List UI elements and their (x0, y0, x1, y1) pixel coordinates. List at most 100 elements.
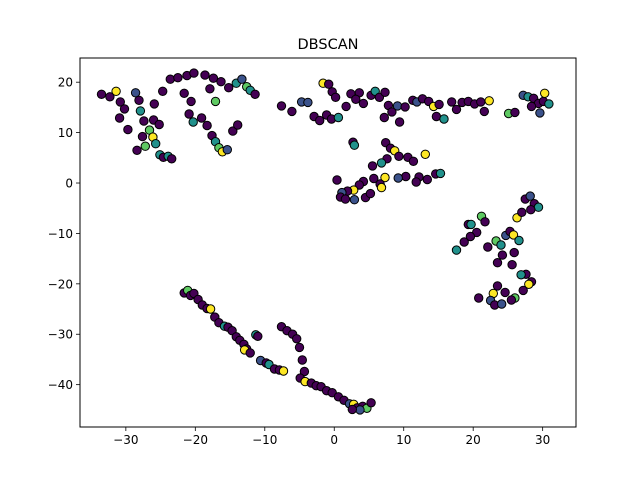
data-point (349, 195, 360, 205)
chart-title: DBSCAN (298, 37, 359, 53)
data-point (165, 74, 176, 84)
data-point (299, 366, 310, 377)
data-point (514, 235, 524, 246)
data-point (492, 281, 503, 291)
data-point (411, 177, 421, 187)
data-point (447, 97, 457, 107)
data-point (278, 366, 289, 376)
data-point (237, 74, 247, 84)
data-point (496, 240, 506, 250)
plot-frame (79, 57, 577, 428)
data-point (525, 191, 535, 201)
data-point (224, 83, 234, 93)
data-point (134, 95, 144, 106)
data-point (484, 96, 494, 106)
data-point (544, 99, 554, 109)
x-tick-label: 20 (466, 433, 481, 447)
data-point (205, 84, 215, 94)
data-point (205, 304, 216, 314)
data-point (208, 73, 219, 83)
data-point (332, 175, 342, 185)
x-tick-label: −30 (113, 433, 138, 447)
data-point (401, 171, 411, 182)
data-point (459, 237, 469, 247)
data-point (184, 109, 194, 119)
data-point (376, 182, 387, 193)
data-point (292, 334, 302, 344)
data-point (158, 86, 168, 97)
data-point (380, 172, 390, 183)
data-point (253, 331, 263, 341)
data-point (510, 107, 520, 118)
data-point (216, 77, 226, 87)
data-point (387, 107, 397, 117)
data-point (324, 79, 334, 89)
data-point (149, 99, 160, 109)
data-point (451, 245, 462, 255)
data-point (233, 120, 243, 130)
data-point (380, 87, 390, 98)
data-point (202, 120, 212, 131)
data-point (287, 106, 297, 117)
data-point (497, 250, 508, 260)
data-point (303, 97, 313, 108)
data-point (394, 117, 405, 127)
data-point (479, 106, 489, 117)
points-layer (96, 68, 554, 415)
data-point (330, 92, 341, 103)
data-point (420, 149, 430, 160)
data-point (114, 113, 125, 123)
data-point (210, 96, 221, 107)
data-point (506, 295, 517, 305)
data-point (400, 102, 410, 112)
y-tick-label: −20 (48, 277, 73, 291)
data-point (509, 247, 519, 258)
data-point (355, 405, 365, 415)
x-tick-label: −20 (183, 433, 208, 447)
data-point (315, 115, 325, 126)
data-point (105, 92, 115, 102)
data-point (167, 154, 177, 164)
data-point (474, 293, 484, 303)
data-point (200, 70, 210, 80)
data-point (135, 106, 146, 116)
data-point (507, 260, 517, 270)
data-point (518, 285, 528, 296)
data-point (366, 398, 376, 408)
data-point (526, 101, 537, 112)
x-tick-label: 30 (535, 433, 550, 447)
x-tick-label: 0 (330, 433, 338, 447)
y-tick-label: −10 (48, 227, 73, 241)
data-point (179, 88, 189, 99)
y-tick-label: 0 (65, 177, 73, 191)
data-point (526, 205, 536, 215)
data-point (393, 173, 403, 183)
data-point (173, 73, 183, 83)
data-point (96, 89, 107, 100)
data-point (111, 86, 121, 97)
x-tick-label: 10 (396, 433, 411, 447)
data-point (379, 112, 389, 123)
data-point (492, 258, 503, 268)
data-point (294, 342, 305, 353)
data-point (540, 88, 550, 99)
data-point (517, 207, 527, 218)
data-point (408, 156, 419, 167)
x-axis: −30 −20 −10 0 10 20 30 (113, 427, 550, 447)
data-point (151, 139, 161, 149)
data-point (250, 89, 260, 100)
data-point (497, 299, 507, 309)
data-point (154, 119, 164, 130)
data-point (358, 98, 369, 109)
data-point (347, 404, 357, 415)
data-point (369, 173, 379, 184)
data-point (533, 202, 544, 212)
y-tick-label: 20 (58, 76, 73, 90)
data-point (132, 145, 142, 156)
data-point (189, 68, 199, 78)
data-point (228, 126, 238, 136)
data-point (483, 242, 493, 252)
x-tick-label: −10 (252, 433, 277, 447)
data-point (535, 108, 545, 118)
